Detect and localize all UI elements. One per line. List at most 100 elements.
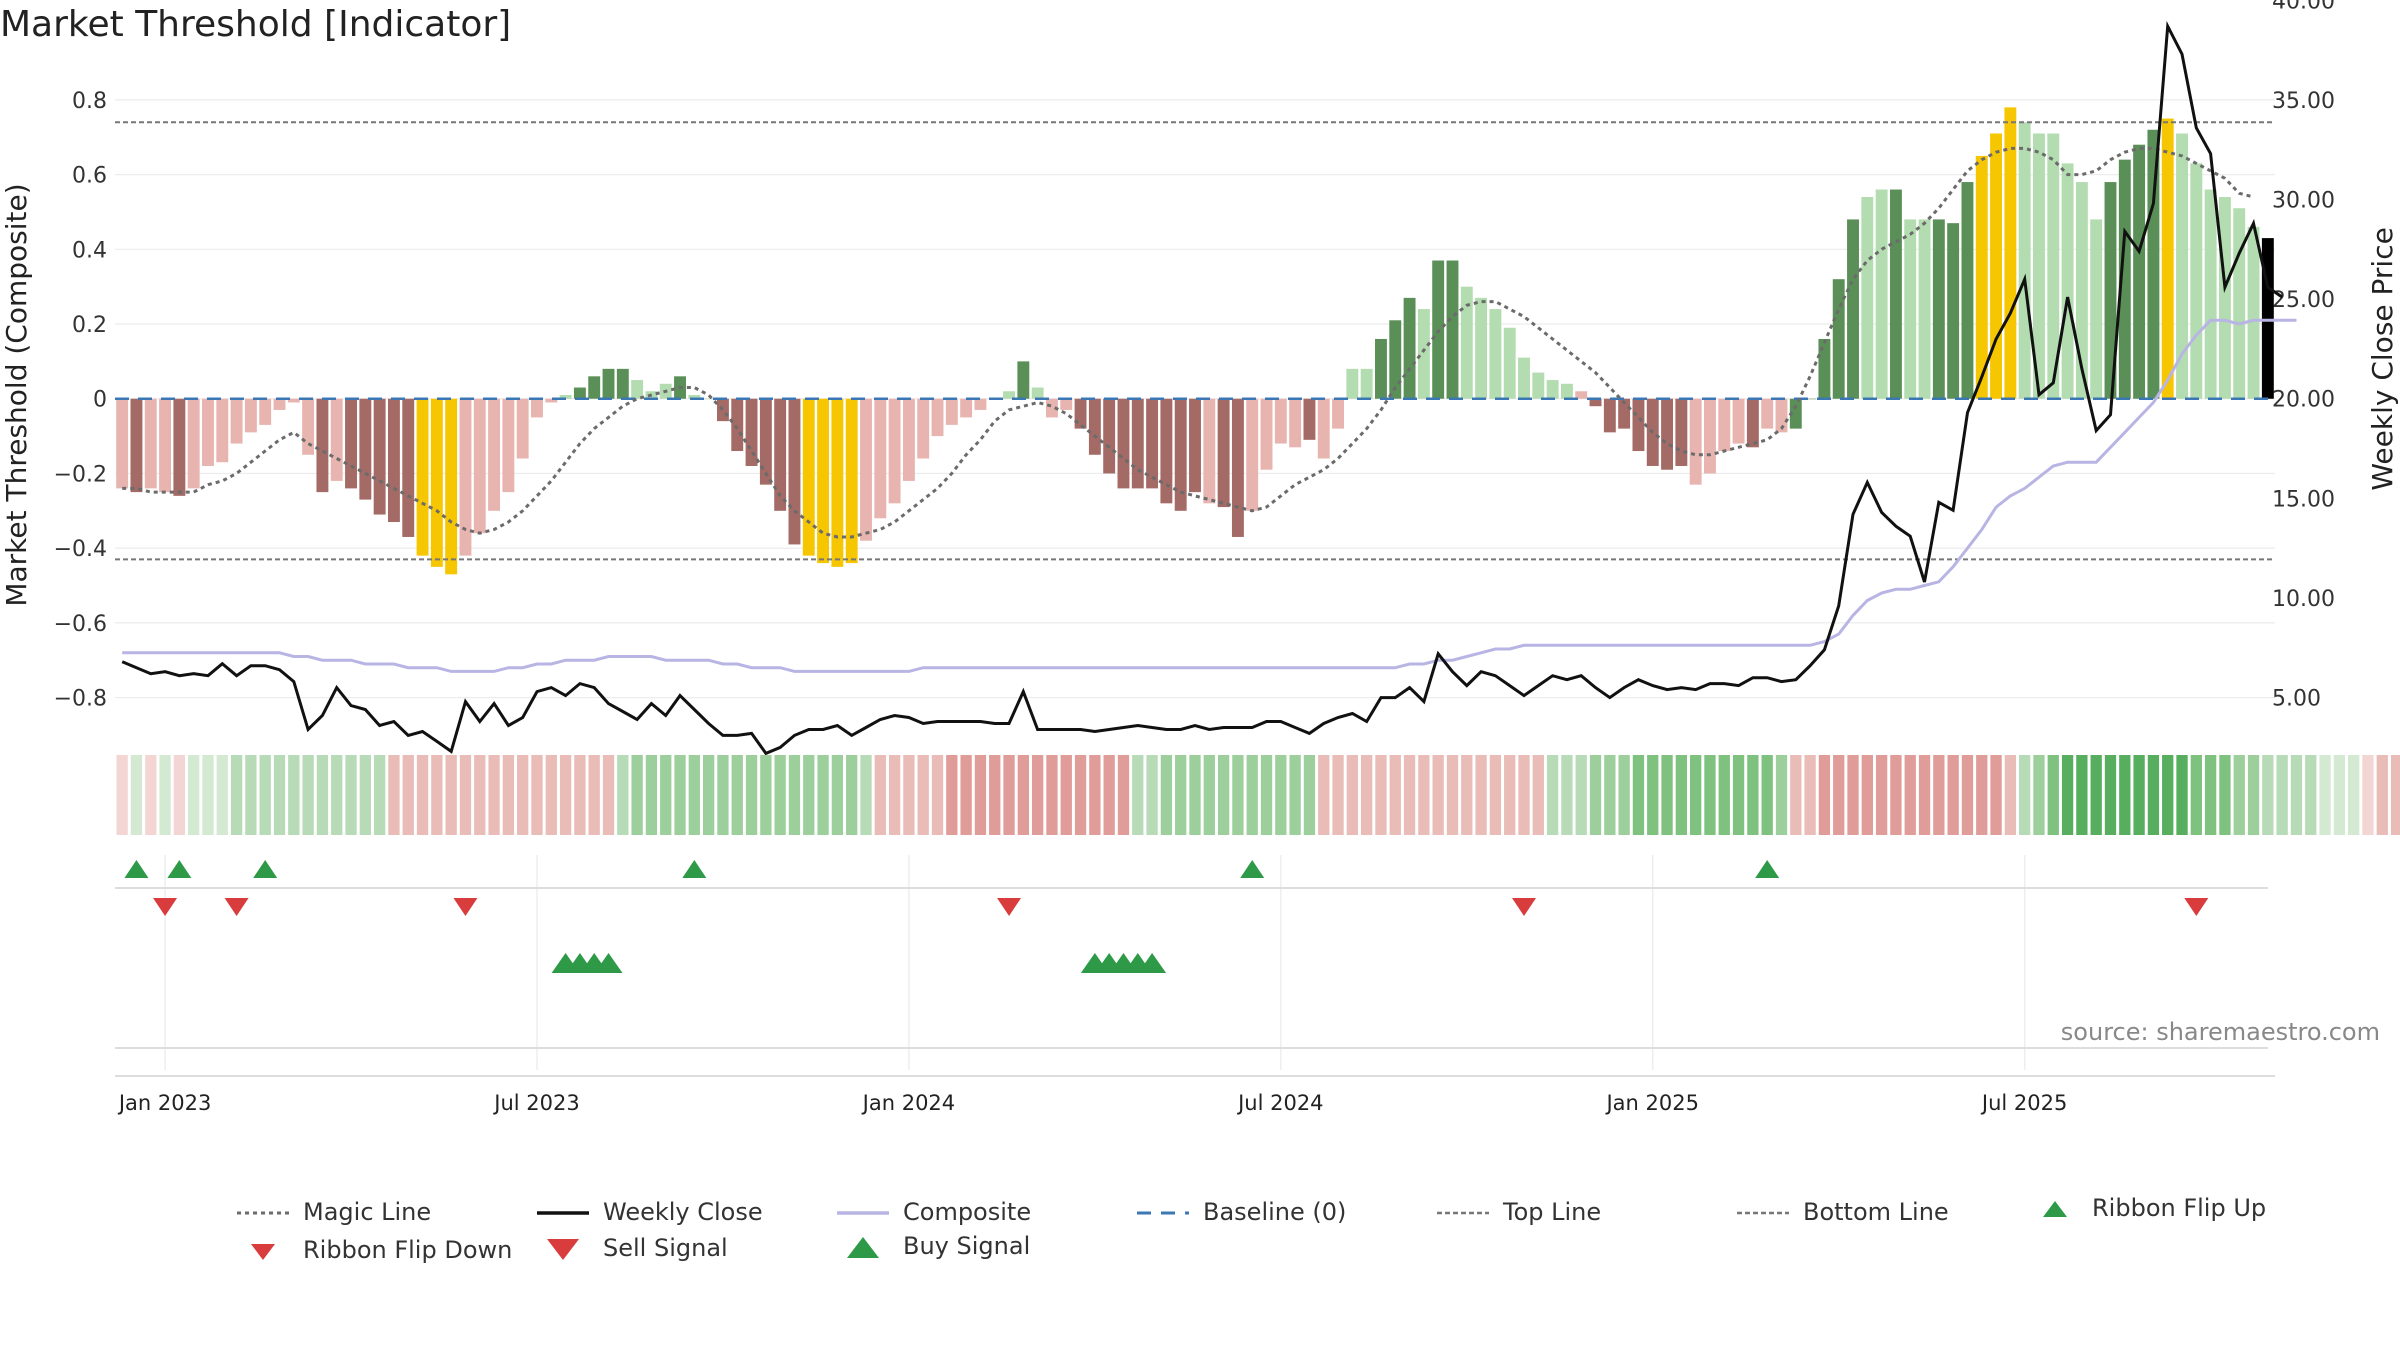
indicator-bar (1146, 398, 1159, 489)
indicator-bar (287, 398, 300, 403)
ribbon-segment (1947, 755, 1959, 835)
ribbon-segment (2119, 755, 2131, 835)
ribbon-segment (1532, 755, 1544, 835)
ribbon-segment (2333, 755, 2346, 835)
indicator-bar (402, 398, 415, 537)
indicator-bar (1947, 223, 1960, 399)
ribbon-segment (1546, 755, 1559, 835)
ribbon-segment (502, 755, 515, 835)
y-tick-label: −0.6 (54, 612, 107, 637)
ribbon-segment (2376, 755, 2388, 835)
indicator-bar (888, 398, 901, 504)
ribbon-segment (1046, 755, 1058, 835)
x-tick-label: Jan 2025 (1604, 1091, 1699, 1115)
x-tick-label: Jul 2023 (492, 1091, 579, 1115)
indicator-bar (1618, 398, 1631, 429)
y-tick-label: −0.8 (54, 687, 107, 712)
ribbon-segment (2305, 755, 2317, 835)
ribbon-segment (2076, 755, 2088, 835)
ribbon-segment (702, 755, 715, 835)
legend-label: Magic Line (303, 1198, 432, 1226)
ribbon-segment (946, 755, 958, 835)
ribbon-segment (1003, 755, 1015, 835)
indicator-bar (488, 398, 501, 511)
legend-composite[interactable]: Composite (835, 1198, 1031, 1226)
legend-weekly-close[interactable]: Weekly Close (535, 1198, 763, 1226)
indicator-bar (430, 398, 443, 567)
ribbon-segment (1418, 755, 1430, 835)
indicator-bar (1160, 398, 1173, 504)
ribbon-segment (202, 755, 214, 835)
ribbon-flip-down-marker (997, 898, 1022, 916)
y2-axis-title: Weekly Close Price (2366, 227, 2399, 490)
ribbon-flip-up-marker (124, 860, 149, 878)
legend-label: Ribbon Flip Up (2092, 1194, 2267, 1222)
ribbon-segment (1489, 755, 1502, 835)
legend-bottom-line[interactable]: Bottom Line (1735, 1198, 1949, 1226)
indicator-bar (1889, 189, 1902, 399)
ribbon-segment (1232, 755, 1244, 835)
indicator-bar (831, 398, 844, 567)
ribbon-segment (2233, 755, 2245, 835)
indicator-bar (1689, 398, 1702, 485)
legend-label: Composite (903, 1198, 1032, 1226)
ribbon-segment (1704, 755, 1716, 835)
indicator-bar (716, 398, 729, 422)
ribbon-segment (1332, 755, 1344, 835)
ribbon-segment (273, 755, 286, 835)
indicator-bar (144, 398, 157, 489)
indicator-bar (817, 398, 830, 564)
ribbon-segment (2362, 755, 2374, 835)
legend-top-line[interactable]: Top Line (1435, 1198, 1601, 1226)
indicator-bar (688, 395, 701, 399)
ribbon-segment (359, 755, 371, 835)
bottom-line-swatch-icon (1737, 1211, 1789, 1215)
ribbon-segment (1790, 755, 1802, 835)
ribbon-segment (1217, 755, 1230, 835)
x-tick-label: Jan 2023 (117, 1091, 212, 1115)
y2-tick-label: 5.00 (2272, 687, 2321, 712)
ribbon-segment (931, 755, 944, 835)
ribbon-segment (1017, 755, 1029, 835)
indicator-bar (159, 398, 172, 493)
indicator-bar (1360, 368, 1373, 399)
ribbon-segment (1175, 755, 1187, 835)
ribbon-segment (559, 755, 572, 835)
indicator-bar (616, 368, 629, 399)
ribbon-segment (459, 755, 472, 835)
ribbon-segment (2090, 755, 2102, 835)
indicator-bar (1732, 398, 1745, 444)
source-text: source: sharemaestro.com (2061, 1018, 2380, 1046)
indicator-bar (1746, 398, 1759, 448)
indicator-bar (1031, 387, 1044, 399)
indicator-bar (2233, 208, 2246, 399)
indicator-bar (173, 398, 186, 496)
ribbon-segment (130, 755, 143, 835)
ribbon-segment (416, 755, 429, 835)
legend-buy-signal[interactable]: Buy Signal (835, 1232, 1030, 1260)
y2-tick-label: 20.00 (2272, 388, 2335, 413)
indicator-bar (1575, 391, 1588, 399)
legend-magic-line[interactable]: Magic Line (235, 1198, 431, 1226)
ribbon-segment (1747, 755, 1759, 835)
legend-ribbon-flip-up[interactable]: Ribbon Flip Up (2030, 1194, 2266, 1222)
indicator-bar (974, 398, 987, 410)
legend-ribbon-flip-down[interactable]: Ribbon Flip Down (235, 1236, 512, 1264)
ribbon-segment (2190, 755, 2202, 835)
legend-sell-signal[interactable]: Sell Signal (535, 1234, 728, 1262)
ribbon-segment (1461, 755, 1473, 835)
ribbon-segment (1933, 755, 1945, 835)
ribbon-segment (1089, 755, 1101, 835)
indicator-bar (1603, 398, 1616, 433)
indicator-bar (1904, 219, 1917, 399)
legend-baseline[interactable]: Baseline (0) (1135, 1198, 1346, 1226)
indicator-bar (1189, 398, 1201, 493)
indicator-bar (302, 398, 315, 455)
ribbon-segment (2162, 755, 2174, 835)
ribbon-segment (617, 755, 629, 835)
indicator-bar (502, 398, 515, 493)
ribbon-segment (1589, 755, 1602, 835)
y-tick-label: 0.8 (72, 89, 107, 114)
ribbon-segment (2019, 755, 2031, 835)
indicator-bar (531, 398, 543, 418)
